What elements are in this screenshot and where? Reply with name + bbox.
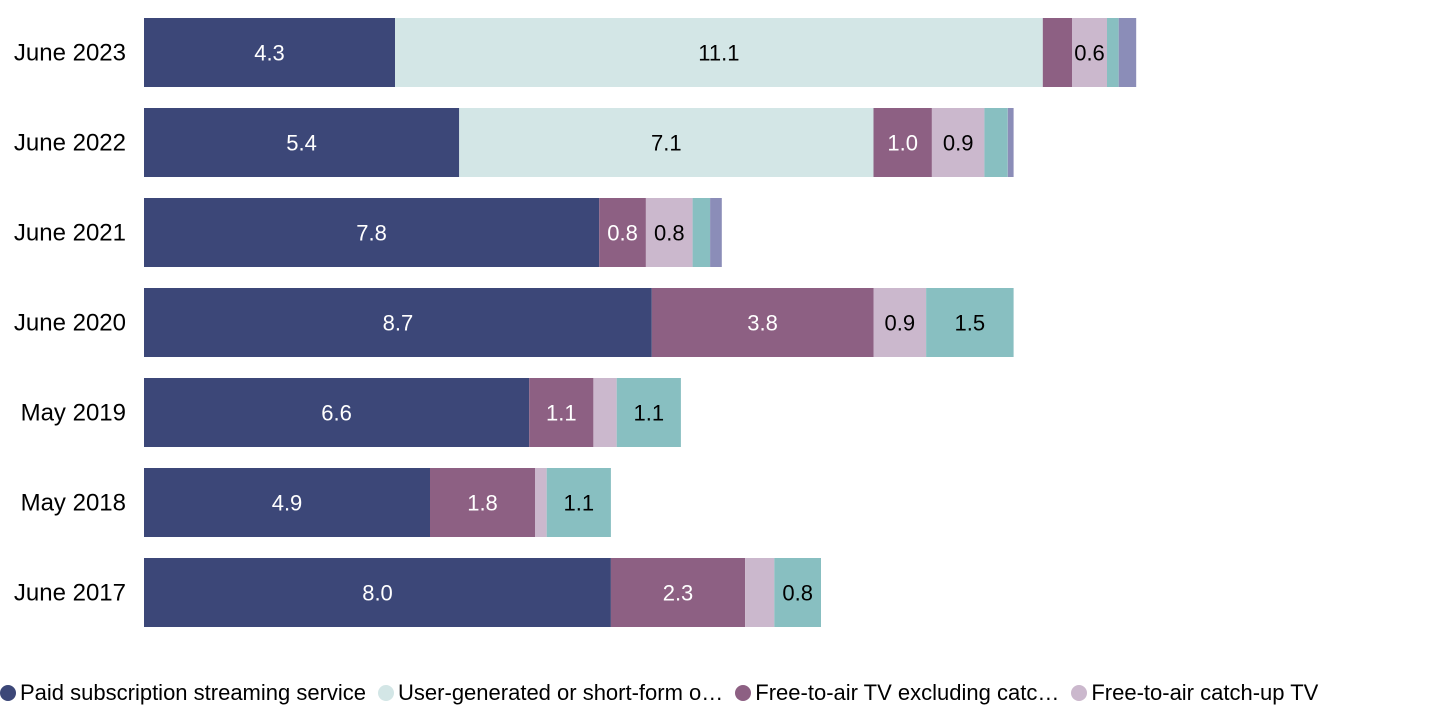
data-label: 1.1 <box>564 491 595 516</box>
bar-segment <box>926 288 1014 357</box>
bar-segment <box>610 558 746 627</box>
bar-segment <box>873 288 926 357</box>
bar-segment <box>144 108 460 177</box>
bars <box>144 18 1137 627</box>
legend-item: Free-to-air catch-up TV <box>1071 680 1318 706</box>
bar-segment <box>1042 18 1072 87</box>
legend-swatch <box>378 685 395 701</box>
data-label: 3.8 <box>747 311 778 336</box>
legend-label: Paid subscription streaming service <box>20 680 367 705</box>
data-label: 7.8 <box>356 221 387 246</box>
legend: Paid subscription streaming service User-… <box>0 676 1444 710</box>
bar-segment <box>774 558 821 627</box>
bar-segment <box>1107 18 1119 87</box>
data-label: 2.3 <box>663 581 694 606</box>
data-label: 1.0 <box>887 131 918 156</box>
category-label: June 2020 <box>14 310 126 337</box>
bar-segment <box>1118 18 1137 87</box>
bar-segment <box>144 18 395 87</box>
category-label: June 2017 <box>14 580 126 607</box>
bar-segment <box>651 288 874 357</box>
category-label: June 2023 <box>14 40 126 67</box>
legend-item: Free-to-air TV excluding catc… <box>735 680 1059 706</box>
category-label: June 2022 <box>14 130 126 157</box>
data-label: 4.9 <box>272 491 303 516</box>
data-label: 1.1 <box>546 401 577 426</box>
category-label: May 2019 <box>21 400 126 427</box>
bar-segment <box>144 468 430 537</box>
data-label: 11.1 <box>698 41 739 66</box>
bar-segment <box>144 378 530 447</box>
data-label: 0.8 <box>654 221 685 246</box>
data-label: 0.8 <box>782 581 813 606</box>
legend-label: Free-to-air TV excluding catc… <box>755 680 1060 705</box>
data-labels: 4.3 11.1 0.6 5.4 7.1 1.0 0.9 7.8 0.8 0.8 8.7 3.8 0.9… <box>254 41 1105 606</box>
data-label: 8.7 <box>383 311 414 336</box>
bar-segment <box>430 468 536 537</box>
bar-segment <box>1072 18 1107 87</box>
data-label: 0.9 <box>943 131 974 156</box>
legend-label: User-generated or short-form o… <box>398 680 724 705</box>
bar-segment <box>144 288 652 357</box>
stacked-bar-chart: June 2023 June 2022 June 2021 June 2020 May … <box>14 18 1137 627</box>
bar-segment <box>745 558 775 627</box>
category-labels: June 2023 June 2022 June 2021 June 2020 May … <box>14 40 126 607</box>
data-label: 1.5 <box>955 311 986 336</box>
data-label: 4.3 <box>254 41 285 66</box>
bar-segment <box>710 198 722 267</box>
bar-segment <box>1007 108 1014 177</box>
category-label: May 2018 <box>21 490 126 517</box>
legend-swatch <box>0 685 16 701</box>
data-label: 1.8 <box>467 491 498 516</box>
bar-segment <box>599 198 646 267</box>
data-label: 0.6 <box>1074 41 1105 66</box>
bar-segment <box>616 378 681 447</box>
data-label: 1.1 <box>634 401 665 426</box>
data-label: 0.9 <box>885 311 916 336</box>
legend-item: Paid subscription streaming service <box>0 680 366 706</box>
data-label: 6.6 <box>321 401 352 426</box>
bar-segment <box>459 108 874 177</box>
category-label: June 2021 <box>14 220 126 247</box>
bar-segment <box>546 468 611 537</box>
data-label: 7.1 <box>651 131 682 156</box>
bar-segment <box>395 18 1043 87</box>
legend-swatch <box>735 685 752 701</box>
legend-item: User-generated or short-form o… <box>378 680 723 706</box>
data-label: 8.0 <box>362 581 393 606</box>
bar-segment <box>144 558 611 627</box>
bar-segment <box>931 108 985 177</box>
bar-segment <box>529 378 594 447</box>
data-label: 5.4 <box>286 131 317 156</box>
data-label: 0.8 <box>607 221 638 246</box>
legend-label: Free-to-air catch-up TV <box>1091 680 1319 705</box>
bar-segment <box>144 198 600 267</box>
bar-segment <box>873 108 932 177</box>
bar-segment <box>984 108 1008 177</box>
bar-segment <box>692 198 711 267</box>
bar-segment <box>535 468 547 537</box>
bar-segment <box>645 198 693 267</box>
legend-swatch <box>1071 685 1088 701</box>
bar-segment <box>593 378 617 447</box>
